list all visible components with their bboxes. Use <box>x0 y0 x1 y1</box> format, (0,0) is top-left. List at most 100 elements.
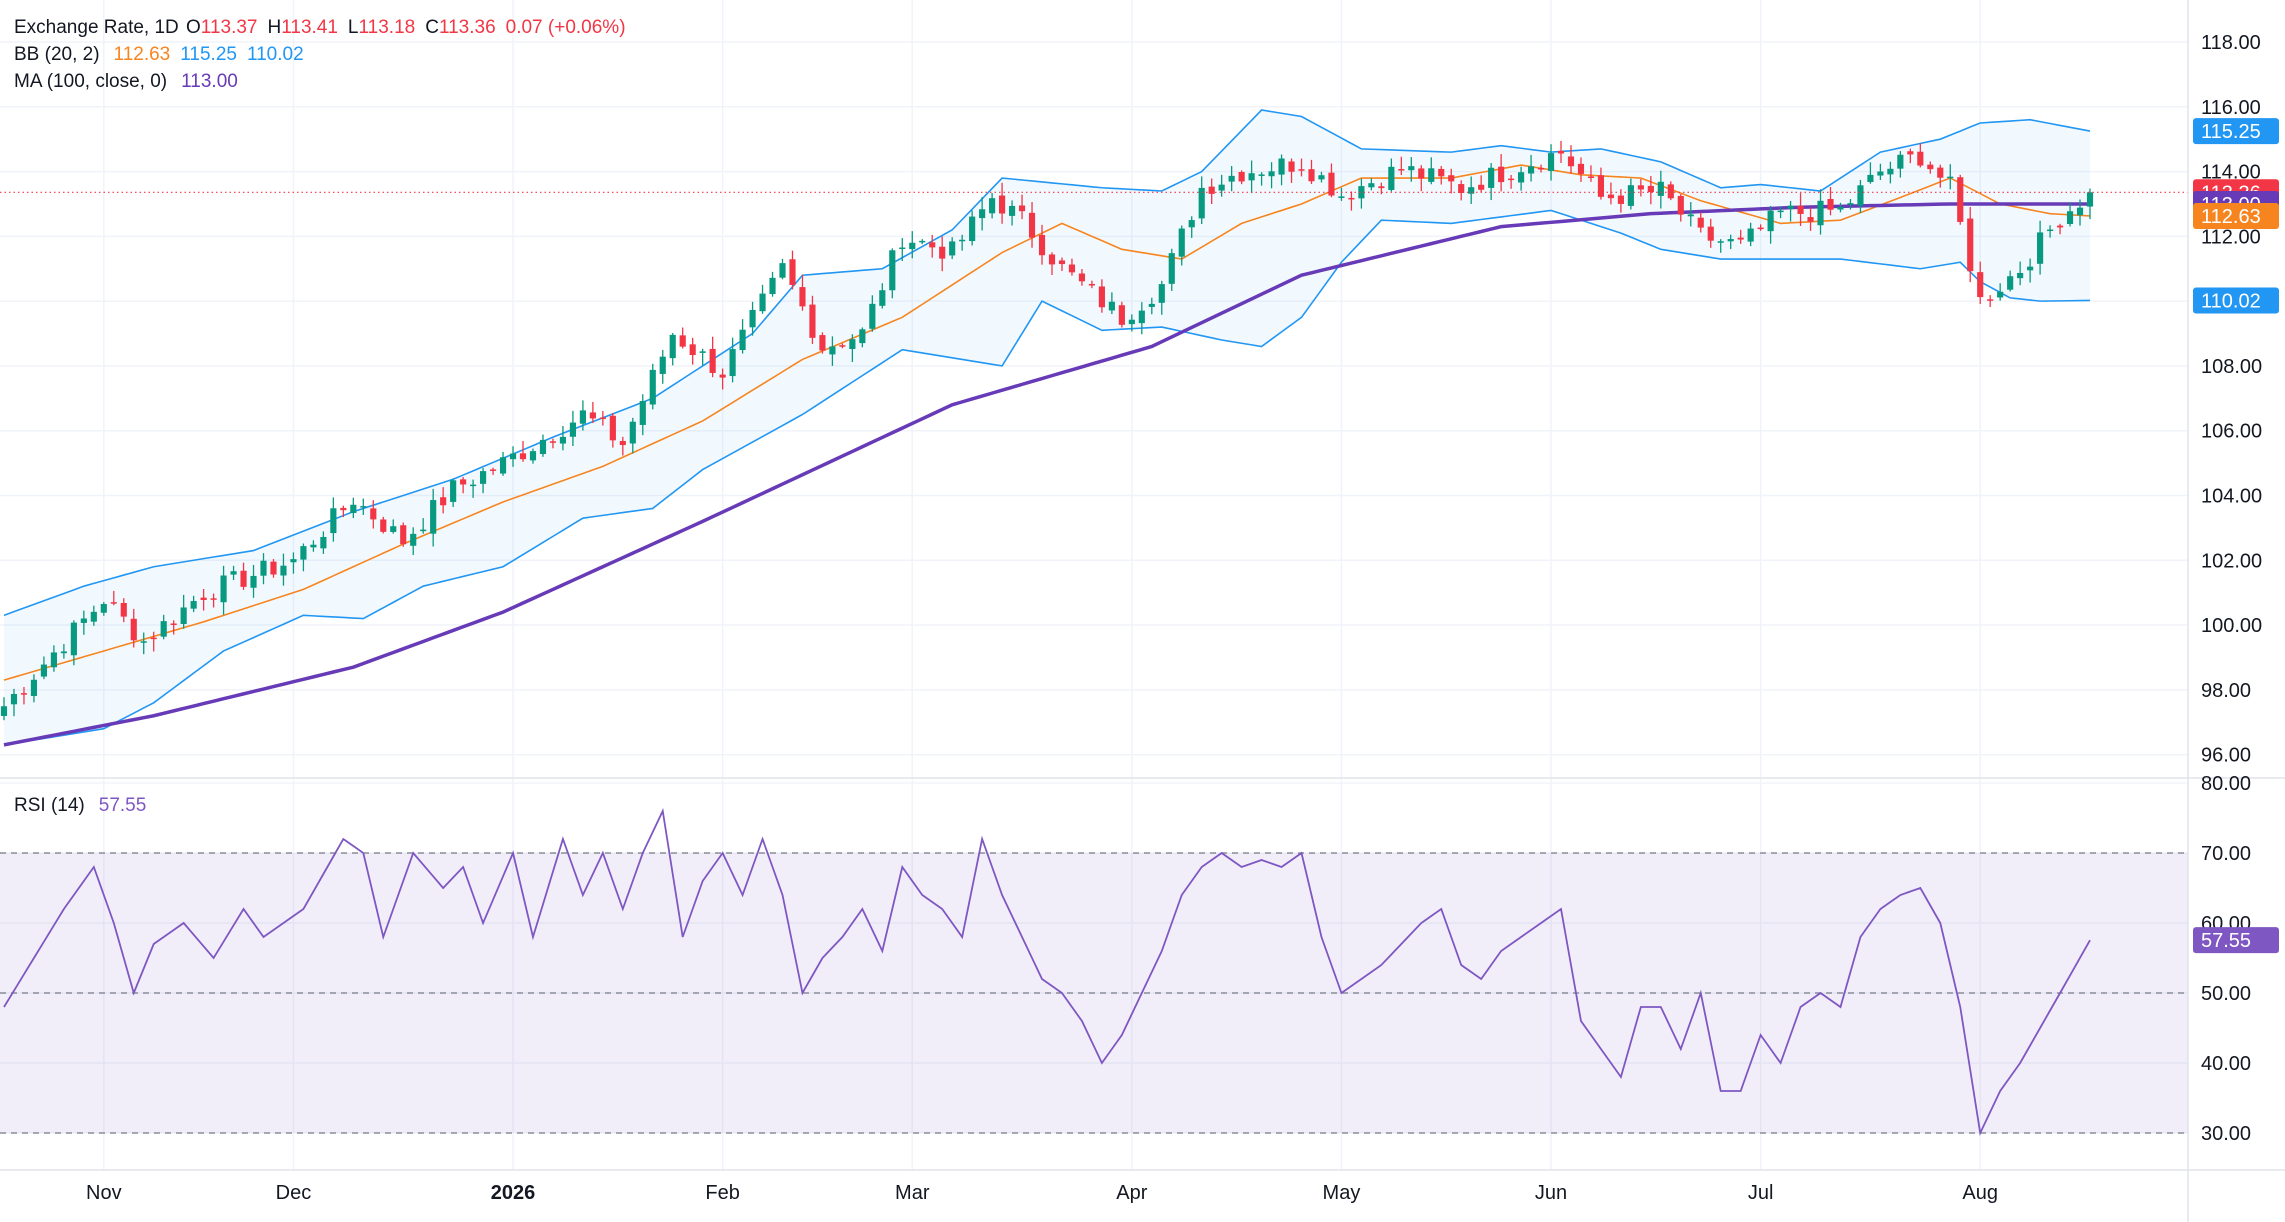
candle-body <box>859 329 866 344</box>
candle-body <box>999 195 1006 214</box>
candle-body <box>729 349 736 377</box>
candle-body <box>639 400 646 425</box>
candle-body <box>919 240 926 243</box>
rsi-tick-label: 50.00 <box>2201 983 2251 1005</box>
bollinger-bands <box>3 109 2091 746</box>
candle-body <box>1508 178 1515 181</box>
candle-body <box>1917 151 1924 166</box>
candle-body <box>1897 154 1904 169</box>
candle-body <box>2056 225 2064 228</box>
price-tick-label: 102.00 <box>2201 550 2262 572</box>
candle-body <box>370 508 377 520</box>
legend-bb: BB (20, 2) 112.63 115.25 110.02 <box>14 44 304 65</box>
candle-body <box>1338 196 1345 198</box>
candle-body <box>1787 205 1794 209</box>
candle-body <box>230 571 237 575</box>
candle-body <box>2046 229 2054 232</box>
candle-body <box>350 504 357 513</box>
candle-body <box>1048 254 1056 265</box>
candle-body <box>529 451 537 461</box>
candle-body <box>1008 205 1016 216</box>
candle-body <box>190 601 197 609</box>
price-tick-label: 100.00 <box>2201 615 2262 637</box>
rsi-tick-label: 80.00 <box>2201 773 2251 795</box>
legend-bb-label: BB (20, 2) <box>14 44 100 65</box>
candle-body <box>1408 166 1415 171</box>
candle-body <box>549 441 557 443</box>
rsi-tick-label: 70.00 <box>2201 843 2251 865</box>
candle-body <box>2007 276 2014 290</box>
candle-body <box>1278 158 1285 175</box>
candle-body <box>2086 192 2094 207</box>
candle-body <box>1677 195 1684 215</box>
legend-close: 113.36 <box>439 17 496 38</box>
legend-ohlc: O113.37 H113.41 L113.18 C113.36 0.07 (+0.06%… <box>186 17 626 38</box>
candle-body <box>1268 171 1275 177</box>
candle-body <box>2076 207 2084 216</box>
candle-body <box>1238 172 1245 182</box>
candle-body <box>869 303 876 329</box>
candles[interactable] <box>0 140 2188 721</box>
candle-body <box>889 250 896 291</box>
time-tick-label: Feb <box>705 1182 739 1204</box>
candle-body <box>1847 203 1854 205</box>
legend-h-label: H <box>267 17 281 38</box>
candle-body <box>799 287 806 307</box>
candle-body <box>380 519 387 532</box>
candle-body <box>210 598 217 600</box>
candle-body <box>20 693 28 695</box>
bb-lower-line <box>3 209 2091 746</box>
candle-body <box>260 560 267 576</box>
candle-body <box>1877 171 1884 176</box>
candle-body <box>1527 166 1535 174</box>
candle-body <box>539 439 547 454</box>
candle-body <box>499 457 507 474</box>
legend-ma-value: 113.00 <box>181 71 238 92</box>
candle-body <box>170 623 177 625</box>
price-tick-label: 112.00 <box>2201 226 2261 248</box>
legend-rsi-value: 57.55 <box>99 795 147 816</box>
candle-body <box>60 651 67 654</box>
candle-body <box>220 575 227 603</box>
time-tick-label: Apr <box>1116 1182 1147 1204</box>
candle-body <box>1587 176 1595 178</box>
candle-body <box>1647 185 1654 193</box>
candle-body <box>1068 264 1076 273</box>
candle-body <box>1298 169 1305 171</box>
candle-body <box>1667 184 1674 199</box>
candle-body <box>1707 226 1714 241</box>
price-tick-label: 96.00 <box>2201 745 2251 767</box>
candle-body <box>300 546 307 560</box>
candle-body <box>739 329 746 351</box>
candle-body <box>609 415 616 441</box>
candle-body <box>1118 305 1125 325</box>
candle-body <box>450 480 457 502</box>
candle-body <box>1498 166 1505 183</box>
time-tick-label: May <box>1323 1182 1361 1204</box>
legend-rsi-label: RSI (14) <box>14 795 85 816</box>
legend-bb-upper: 115.25 <box>180 44 237 65</box>
candle-body <box>829 346 836 355</box>
candle-body <box>569 422 576 437</box>
candle-body <box>619 440 626 446</box>
candle-body <box>1368 183 1375 188</box>
candle-body <box>989 198 996 214</box>
candle-body <box>589 412 596 419</box>
candle-body <box>959 239 966 242</box>
candle-body <box>559 436 567 444</box>
candle-body <box>1837 206 1844 210</box>
rsi-tick-label: 30.00 <box>2201 1123 2251 1145</box>
price-badge-bg <box>2193 118 2279 145</box>
candle-body <box>310 544 317 548</box>
candle-body <box>699 351 706 353</box>
legend-c-label: C <box>425 17 439 38</box>
candle-body <box>1657 181 1664 196</box>
time-tick-label: Mar <box>895 1182 930 1204</box>
candle-body <box>1288 161 1295 172</box>
candle-body <box>1428 168 1435 182</box>
price-badge-label: 115.25 <box>2201 121 2261 143</box>
candle-body <box>629 421 636 444</box>
legend-bb-basis: 112.63 <box>114 44 171 65</box>
